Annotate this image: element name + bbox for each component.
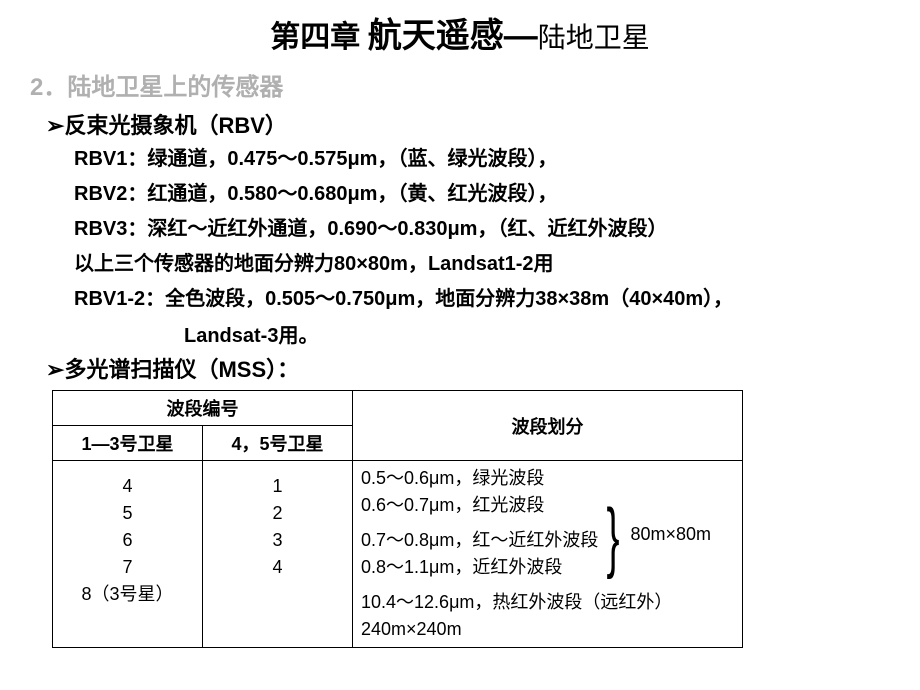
c3-r2: 0.6～0.7μm，红光波段 xyxy=(361,492,734,519)
slide-page: 第四章 航天遥感—陆地卫星 2．陆地卫星上的传感器 ➢反束光摄象机（RBV） R… xyxy=(0,0,920,648)
mss-table: 波段编号 波段划分 1—3号卫星 4，5号卫星 4 5 6 7 8（3号星） xyxy=(52,390,743,648)
c3-r6: 240m×240m xyxy=(361,616,734,643)
th-sat-4-5: 4，5号卫星 xyxy=(203,426,353,461)
brace-label: 80m×80m xyxy=(630,521,711,548)
c2-r3: 3 xyxy=(211,527,344,554)
th-band-number: 波段编号 xyxy=(53,391,353,426)
c3-r3: 0.7～0.8μm，红～近红外波段 xyxy=(361,527,598,554)
c1-r5: 8（3号星） xyxy=(61,581,194,608)
c2-r1: 1 xyxy=(211,473,344,500)
rbv-line-1: RBV1：绿通道，0.475～0.575μm，（蓝、绿光波段）， xyxy=(74,144,890,175)
table-header-row-1: 波段编号 波段划分 xyxy=(53,391,743,426)
mss-heading: ➢多光谱扫描仪（MSS）： xyxy=(46,352,890,384)
bullet-arrow-icon: ➢ xyxy=(46,357,64,382)
rbv-line-5: RBV1-2：全色波段，0.505～0.750μm，地面分辨力38×38m（40… xyxy=(74,284,890,315)
c2-r2: 2 xyxy=(211,500,344,527)
rbv-line-4: 以上三个传感器的地面分辨力80×80m，Landsat1-2用 xyxy=(74,249,890,280)
chapter-main: 航天遥感— xyxy=(368,17,538,55)
rbv-line-3: RBV3：深红～近红外通道，0.690～0.830μm，（红、近红外波段） xyxy=(74,214,890,245)
chapter-subtitle: 陆地卫星 xyxy=(538,23,650,54)
page-title: 第四章 航天遥感—陆地卫星 xyxy=(30,8,890,57)
c2-r4: 4 xyxy=(211,554,344,581)
cell-col1: 4 5 6 7 8（3号星） xyxy=(53,461,203,648)
table-data-row: 4 5 6 7 8（3号星） 1 2 3 4 xyxy=(53,461,743,648)
mss-heading-text: 多光谱扫描仪（MSS）： xyxy=(64,357,299,382)
cell-col2: 1 2 3 4 xyxy=(203,461,353,648)
cell-col3: 0.5～0.6μm，绿光波段 0.6～0.7μm，红光波段 0.7～0.8μm，… xyxy=(353,461,743,648)
th-sat-1-3: 1—3号卫星 xyxy=(53,426,203,461)
rbv-heading: ➢反束光摄象机（RBV） xyxy=(46,108,890,140)
bullet-arrow-icon: ➢ xyxy=(46,113,64,138)
section-heading: 2．陆地卫星上的传感器 xyxy=(30,67,890,102)
c3-r5: 10.4～12.6μm，热红外波段（远红外） xyxy=(361,589,734,616)
c1-r2: 5 xyxy=(61,500,194,527)
chapter-prefix: 第四章 xyxy=(270,21,368,54)
rbv-line-6: Landsat-3用。 xyxy=(184,319,890,348)
c1-r4: 7 xyxy=(61,554,194,581)
c1-r1: 4 xyxy=(61,473,194,500)
brace-icon: } xyxy=(607,501,620,571)
c1-r3: 6 xyxy=(61,527,194,554)
c3-r4: 0.8～1.1μm，近红外波段 xyxy=(361,554,598,581)
th-band-division: 波段划分 xyxy=(353,391,743,461)
rbv-heading-text: 反束光摄象机（RBV） xyxy=(64,113,286,138)
mss-table-wrap: 波段编号 波段划分 1—3号卫星 4，5号卫星 4 5 6 7 8（3号星） xyxy=(52,390,890,648)
c3-r1: 0.5～0.6μm，绿光波段 xyxy=(361,465,734,492)
rbv-line-2: RBV2：红通道，0.580～0.680μm，（黄、红光波段）， xyxy=(74,179,890,210)
